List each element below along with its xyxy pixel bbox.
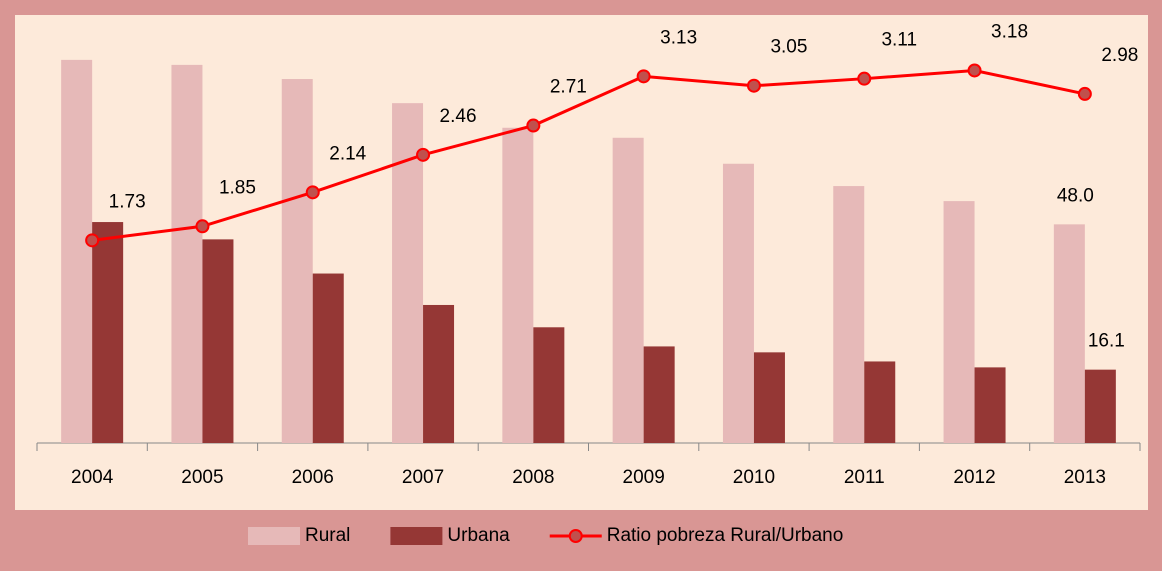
data-label: 3.11 [881,30,917,51]
legend-swatch [390,527,443,545]
bar [281,79,313,443]
marker [1077,86,1092,101]
x-tick-label: 2004 [71,467,114,488]
legend-label: Urbana [447,525,510,546]
bar [833,186,865,444]
data-label: 48.0 [1057,185,1094,206]
bar [643,346,675,443]
bar [753,352,785,443]
x-tick-label: 2009 [623,467,665,488]
x-tick-label: 2013 [1064,467,1106,488]
legend-label: Rural [305,525,350,546]
bar [502,127,534,443]
bar [312,273,344,443]
bar [61,59,93,443]
bar [533,327,565,443]
data-label: 3.18 [991,22,1028,43]
bar [612,137,644,443]
data-label: 1.85 [219,177,256,198]
line [91,68,1086,242]
bar [722,163,754,443]
data-label: 2.46 [440,106,477,127]
bar [864,361,896,443]
x-tick-label: 2008 [512,467,554,488]
marker [416,147,431,162]
data-label: 3.13 [660,27,697,48]
legend-swatch [248,527,300,545]
bar [1053,224,1085,443]
x-tick-label: 2012 [953,467,995,488]
marker [857,71,872,86]
marker [195,219,210,234]
legend-label: Ratio pobreza Rural/Urbano [607,525,844,546]
marker [305,185,320,200]
bar [202,239,234,443]
bar [974,367,1006,443]
marker [967,63,982,78]
data-label: 2.71 [550,77,587,98]
bar [1084,369,1116,443]
data-label: 16.1 [1088,331,1125,352]
x-tick-label: 2010 [733,467,775,488]
data-label: 1.73 [109,191,146,212]
marker [85,233,100,248]
x-tick-label: 2005 [181,467,223,488]
bar [92,222,124,443]
data-label: 2.14 [329,143,366,164]
bar [943,201,975,443]
data-label: 3.05 [770,37,807,58]
legend-marker [568,529,583,543]
x-tick-label: 2006 [292,467,334,488]
bar [171,64,203,443]
x-tick-label: 2011 [844,467,885,488]
bar [423,304,455,443]
x-tick-label: 2007 [402,467,444,488]
marker [526,118,541,133]
marker [636,69,651,84]
marker [746,78,761,93]
data-label: 2.98 [1101,45,1138,66]
